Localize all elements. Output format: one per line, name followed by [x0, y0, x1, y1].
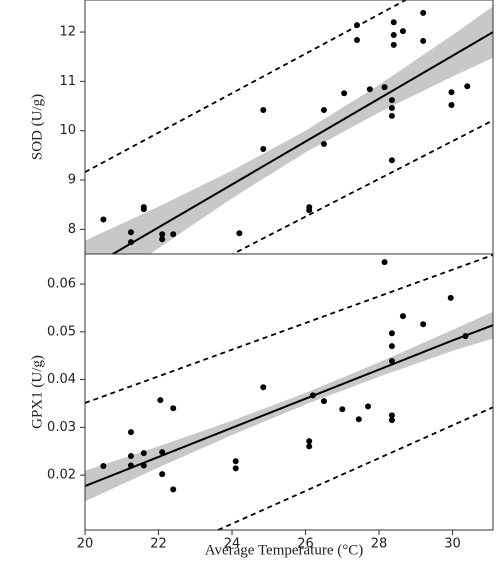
point — [341, 90, 348, 97]
point — [159, 231, 166, 238]
fit-line — [110, 31, 493, 254]
y-tick-label: 0.02 — [47, 468, 76, 483]
point — [320, 141, 327, 148]
point — [170, 405, 177, 412]
point — [170, 486, 177, 493]
y-axis-label: SOD (U/g) — [29, 94, 45, 160]
point — [140, 206, 147, 213]
point — [365, 403, 372, 410]
point — [157, 397, 164, 404]
point — [420, 37, 427, 44]
point — [339, 406, 346, 413]
prediction-line — [85, 254, 493, 404]
point — [388, 105, 395, 112]
y-tick-label: 11 — [59, 74, 76, 89]
x-tick-label: 28 — [371, 537, 388, 552]
point — [447, 294, 454, 301]
point — [320, 106, 327, 113]
point — [159, 449, 166, 456]
point — [390, 32, 397, 39]
point — [381, 259, 388, 266]
y-tick-label: 10 — [59, 123, 76, 138]
y-tick-label: 0.04 — [47, 372, 76, 387]
point — [232, 465, 239, 472]
fit-line — [85, 324, 493, 487]
point — [390, 41, 397, 48]
point — [320, 398, 327, 405]
point — [236, 230, 243, 237]
point — [127, 452, 134, 459]
point — [462, 333, 469, 340]
point — [127, 462, 134, 469]
panel-frame — [84, 253, 494, 531]
point — [306, 443, 313, 450]
point — [388, 343, 395, 350]
y-tick-label: 0.06 — [47, 277, 76, 292]
y-tick-label: 0.03 — [47, 420, 76, 435]
x-tick-label: 24 — [224, 537, 241, 552]
point — [399, 28, 406, 35]
y-tick-label: 12 — [59, 25, 76, 40]
point — [448, 102, 455, 109]
point — [388, 357, 395, 364]
plot-area — [85, 254, 493, 530]
point — [388, 412, 395, 419]
point — [127, 239, 134, 246]
y-tick-label: 9 — [68, 173, 76, 188]
point — [309, 392, 316, 399]
point — [170, 231, 177, 238]
point — [140, 450, 147, 457]
y-axis-label: GPX1 (U/g) — [29, 355, 45, 429]
point — [420, 9, 427, 16]
point — [260, 106, 267, 113]
point — [388, 157, 395, 164]
point — [388, 97, 395, 104]
point — [388, 112, 395, 119]
x-tick-label: 20 — [77, 537, 94, 552]
point — [354, 36, 360, 43]
point — [448, 89, 455, 96]
point — [100, 463, 107, 470]
point — [366, 86, 373, 93]
confidence-band — [85, 311, 493, 502]
point — [159, 471, 166, 478]
point — [388, 417, 395, 424]
x-axis-label: Average Temperature (°C) — [205, 542, 363, 558]
confidence-band — [85, 6, 493, 254]
point — [399, 313, 406, 320]
point — [100, 216, 107, 223]
plot-area — [85, 0, 493, 254]
point — [159, 236, 166, 243]
point — [127, 229, 134, 236]
point — [306, 438, 313, 445]
point — [420, 321, 427, 328]
point — [127, 429, 134, 436]
point — [390, 19, 397, 26]
prediction-line — [217, 406, 493, 530]
point — [381, 84, 388, 91]
x-tick-label: 22 — [150, 537, 167, 552]
point — [354, 22, 360, 29]
point — [260, 145, 267, 152]
x-tick-label: 26 — [297, 537, 314, 552]
point — [355, 416, 362, 423]
y-tick-label: 8 — [68, 222, 76, 237]
y-tick-label: 0.05 — [47, 324, 76, 339]
point — [232, 458, 239, 465]
prediction-line — [230, 119, 493, 254]
point — [464, 83, 471, 90]
point — [140, 462, 147, 469]
point — [306, 207, 313, 214]
x-tick-label: 30 — [444, 537, 461, 552]
point — [260, 384, 267, 391]
point — [388, 330, 395, 337]
